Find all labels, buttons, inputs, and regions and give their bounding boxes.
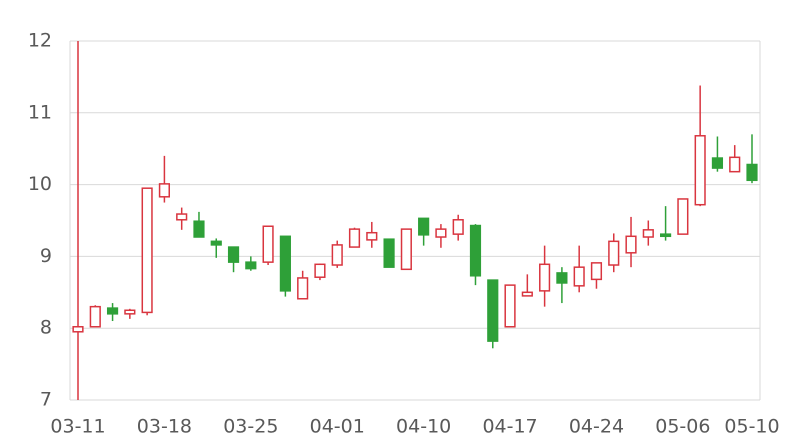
x-tick-label: 04-01 [310,416,365,438]
candle-body [694,135,706,206]
candle-body [210,240,222,246]
candle-body [435,228,447,238]
candle-body [608,240,620,266]
candle-body [642,229,654,238]
y-tick-label: 7 [40,389,52,411]
candle-body [729,156,741,173]
x-tick-label: 04-17 [482,416,537,438]
candle-body [141,187,153,314]
x-tick-label: 05-06 [655,416,710,438]
x-tick-label: 03-25 [223,416,278,438]
candle-body [469,224,482,277]
candle-body [746,163,758,182]
candle-body [176,213,188,221]
candle-body [383,238,395,268]
x-tick-label: 04-10 [396,416,451,438]
candle-body [106,307,119,315]
candle-body [348,228,361,248]
candle-body [245,261,257,270]
x-tick-label: 05-10 [724,416,779,438]
candle-body [158,183,170,198]
candle-body [504,284,516,328]
candle-body [539,263,551,292]
y-tick-label: 10 [28,173,52,195]
x-tick-label: 04-24 [569,416,624,438]
candle-body [89,305,101,328]
candle-body [366,231,378,241]
candle-body [573,266,585,287]
candle-body [487,279,499,342]
candle-body [124,309,136,315]
candle-body [262,225,274,263]
candle-body [331,244,343,266]
candle-body [452,219,464,235]
candle-body [297,277,309,300]
candle-body [314,263,326,278]
candle-body [400,228,412,271]
candle-body [556,272,568,284]
candle-body [711,157,724,169]
candle-body [279,235,291,292]
candle-body [72,326,84,333]
y-tick-label: 11 [28,101,52,123]
y-tick-label: 9 [40,245,52,267]
candle-body [521,291,533,297]
candle-body [227,246,240,263]
y-tick-label: 12 [28,30,52,52]
candle-body [625,235,637,254]
candle-body [660,233,672,238]
candle-body [418,217,430,236]
y-tick-label: 8 [40,317,52,339]
x-tick-label: 03-18 [137,416,192,438]
candle-body [677,198,689,235]
x-tick-label: 03-11 [50,416,105,438]
candle-body [590,262,603,281]
candle-body [193,220,205,238]
